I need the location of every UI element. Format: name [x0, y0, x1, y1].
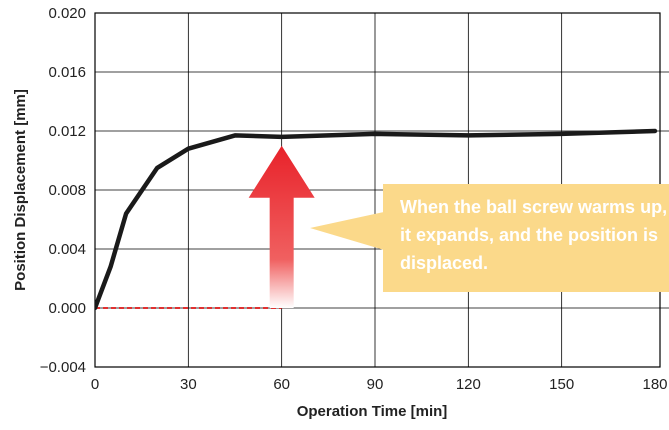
callout-pointer [310, 212, 384, 250]
y-tick-label: −0.004 [40, 359, 86, 376]
x-tick-label: 30 [180, 376, 197, 393]
callout: When the ball screw warms up, it expands… [310, 184, 669, 292]
y-axis-title: Position Displacement [mm] [12, 89, 29, 291]
x-tick-label: 0 [91, 376, 99, 393]
y-tick-label: 0.004 [48, 241, 86, 258]
callout-line-1: When the ball screw warms up, [400, 197, 667, 217]
y-tick-label: 0.008 [48, 182, 86, 199]
displacement-series-line [95, 128, 658, 311]
x-tick-label: 60 [273, 376, 290, 393]
x-tick-label: 150 [549, 376, 574, 393]
displacement-arrow [248, 145, 315, 308]
x-tick-label: 120 [456, 376, 481, 393]
y-tick-label: 0.020 [48, 5, 86, 22]
y-tick-label: 0.016 [48, 64, 86, 81]
x-tick-labels: 0 30 60 90 120 150 180 [91, 376, 668, 393]
arrow-layer [248, 145, 315, 308]
callout-line-3: displaced. [400, 253, 488, 273]
y-tick-label: 0.012 [48, 123, 86, 140]
y-tick-label: 0.000 [48, 300, 86, 317]
y-tick-labels: −0.004 0.000 0.004 0.008 0.012 0.016 0.020 [40, 5, 86, 376]
x-tick-label: 90 [367, 376, 384, 393]
callout-box [383, 184, 669, 292]
callout-line-2: it expands, and the position is [400, 225, 658, 245]
x-axis-title: Operation Time [min] [297, 403, 448, 420]
x-tick-label: 180 [642, 376, 667, 393]
series-layer [95, 128, 658, 311]
